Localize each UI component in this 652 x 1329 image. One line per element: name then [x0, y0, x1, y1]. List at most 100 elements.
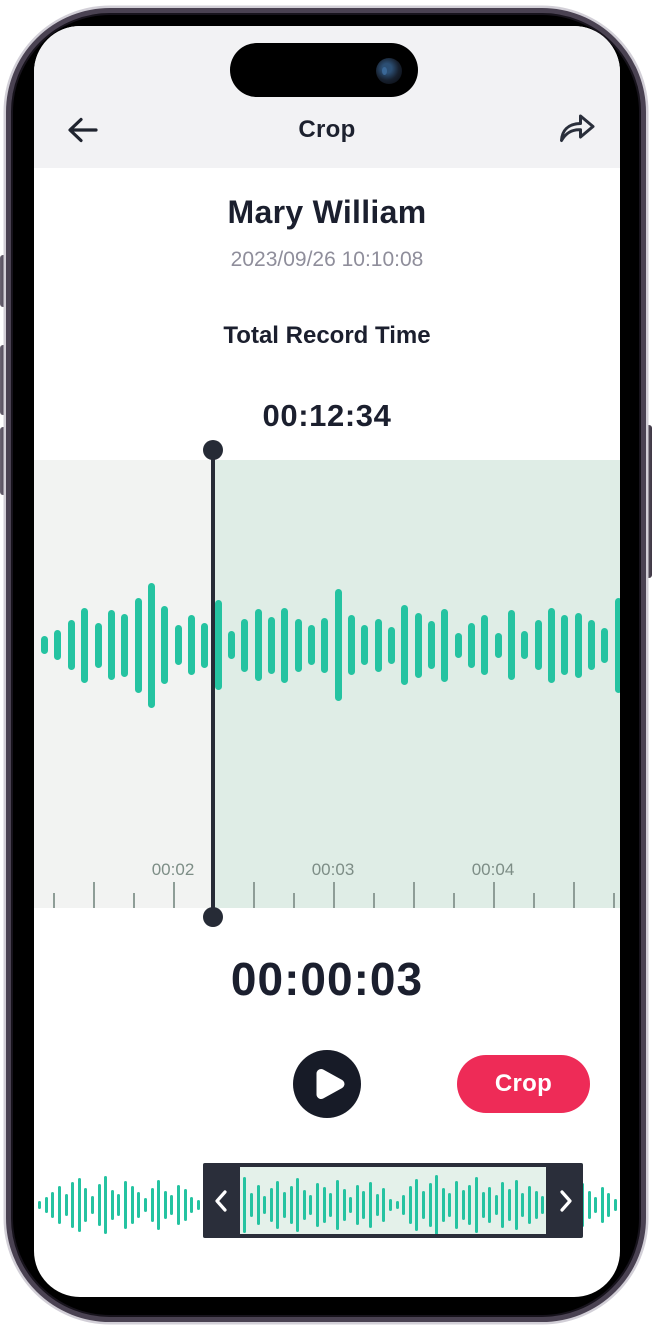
mini-waveform-bar [249, 1193, 253, 1217]
waveform-bar [214, 600, 222, 690]
mini-waveform-bar [104, 1176, 108, 1234]
mini-waveform-bar [302, 1190, 306, 1220]
mini-waveform-bar [461, 1190, 465, 1220]
waveform-bar [201, 622, 209, 668]
mini-waveform-bar [600, 1187, 604, 1223]
mini-waveform-bar [534, 1191, 538, 1219]
volume-down-button [0, 427, 8, 495]
volume-up-button [0, 345, 8, 415]
mini-waveform-bar [150, 1188, 154, 1222]
mini-waveform-bar [514, 1180, 518, 1230]
waveform-bar [534, 620, 542, 670]
waveform-bar [81, 607, 89, 683]
mini-waveform-bar [422, 1191, 425, 1219]
waveform-bar [614, 597, 620, 693]
mini-waveform-bar [494, 1195, 498, 1215]
mini-waveform-bar [289, 1186, 293, 1224]
waveform-bar [227, 631, 235, 659]
waveform-bar [494, 632, 502, 658]
crop-button-label: Crop [494, 1070, 553, 1097]
mini-waveform-bar [508, 1189, 511, 1221]
mini-waveform-bar [276, 1181, 280, 1229]
total-record-time-label: Total Record Time [223, 322, 431, 349]
play-icon [316, 1069, 345, 1099]
recording-name: Mary William [227, 194, 427, 230]
mini-waveform-bar [395, 1201, 399, 1209]
mini-waveform-bar [455, 1181, 459, 1229]
selected-time-value: 00:00:03 [230, 953, 424, 1005]
mini-waveform-bar [296, 1178, 300, 1232]
waveform-bar [267, 616, 275, 674]
trim-right-handle[interactable] [546, 1163, 583, 1238]
mini-waveform-bar [448, 1193, 452, 1217]
mini-waveform-bar [124, 1181, 128, 1229]
waveform-bar [41, 636, 49, 654]
waveform-bar [254, 609, 262, 681]
mini-waveform-bar [613, 1199, 617, 1211]
crop-button[interactable]: Crop [457, 1055, 590, 1113]
mini-waveform-bar [382, 1188, 386, 1222]
waveform-bar [361, 625, 369, 665]
mini-waveform-bar [541, 1196, 545, 1214]
waveform-bar [428, 621, 435, 669]
playhead-bottom-handle[interactable] [203, 907, 223, 927]
waveform-bar [294, 618, 302, 672]
mini-waveform-bar [269, 1188, 273, 1222]
trim-strip[interactable] [34, 1146, 620, 1276]
trim-selection-bottom-border [236, 1234, 550, 1238]
playhead-top-handle[interactable] [203, 440, 223, 460]
mini-waveform-bar [521, 1193, 525, 1217]
mini-waveform-bar [594, 1197, 598, 1213]
mini-waveform-bar [183, 1189, 187, 1221]
trim-left-handle[interactable] [203, 1163, 240, 1238]
waveform-bar [67, 620, 75, 670]
mini-waveform-bar [587, 1191, 591, 1219]
waveform-bar [548, 607, 555, 683]
trim-selection-background [203, 1163, 583, 1238]
recording-datetime: 2023/09/26 10:10:08 [230, 248, 424, 271]
mini-waveform-bar [474, 1177, 478, 1233]
mini-waveform-bar [441, 1188, 445, 1222]
mini-waveform-bar [91, 1196, 94, 1214]
mini-waveform-bar [84, 1188, 88, 1222]
mini-waveform-bar [97, 1184, 101, 1226]
mini-waveform-bar [408, 1186, 412, 1224]
share-button[interactable] [554, 108, 598, 152]
dynamic-island [230, 43, 418, 97]
waveform-bar [401, 605, 409, 685]
mini-waveform-bar [170, 1195, 174, 1215]
waveform-bar [334, 589, 342, 701]
chevron-left-icon [214, 1189, 227, 1212]
mini-waveform-bar [335, 1180, 339, 1230]
waveform-panel[interactable] [34, 460, 620, 908]
mini-waveform-bar [415, 1179, 419, 1231]
mini-waveform-bar [51, 1192, 55, 1218]
waveform-bar [561, 615, 569, 675]
waveform-bar [187, 615, 195, 675]
waveform-bar [454, 632, 462, 658]
mini-waveform-bar [362, 1191, 366, 1219]
phone-frame: Crop Mary William 2023/09/26 10:10:08 To… [6, 8, 646, 1322]
mini-waveform-bar [177, 1185, 180, 1225]
mini-waveform-bar [349, 1197, 353, 1213]
waveform-bar [574, 612, 582, 678]
mini-waveform-bar [355, 1185, 359, 1225]
back-button[interactable] [60, 108, 104, 152]
waveform-bar [94, 622, 102, 668]
mini-waveform-bar [190, 1197, 194, 1213]
mini-waveform-bar [375, 1194, 379, 1216]
mini-waveform-bar [322, 1187, 326, 1223]
waveform-bar [374, 618, 382, 672]
mini-waveform-bar [435, 1175, 439, 1235]
mini-waveform-bar [77, 1178, 81, 1232]
play-button[interactable] [293, 1050, 361, 1118]
mini-waveform-bar [402, 1195, 406, 1215]
mini-waveform-bar [263, 1196, 267, 1214]
main-waveform [34, 460, 620, 908]
mini-waveform-bar [388, 1199, 392, 1211]
waveform-bar [521, 631, 529, 659]
arrow-left-icon [68, 117, 98, 143]
waveform-bar [588, 620, 595, 670]
waveform-bar [307, 625, 315, 665]
mini-waveform-bar [309, 1195, 313, 1215]
